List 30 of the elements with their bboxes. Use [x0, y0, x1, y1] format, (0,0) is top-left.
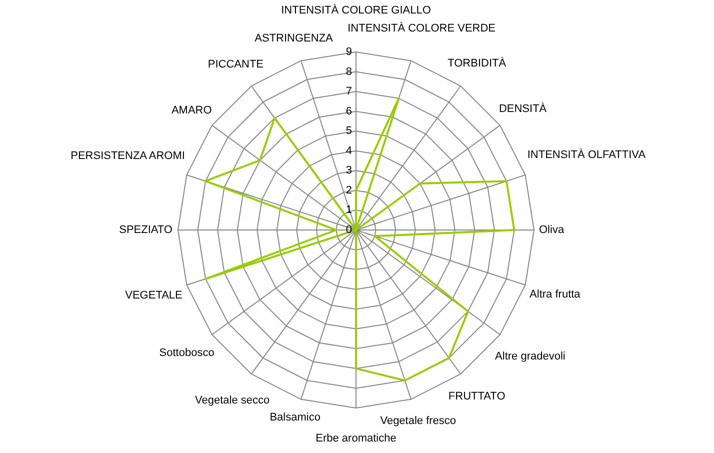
spoke-label: Oliva: [539, 224, 565, 236]
y-tick-label: 6: [346, 105, 352, 118]
y-tick-label: 7: [346, 86, 352, 98]
spoke-label: Balsamico: [270, 411, 320, 424]
spoke-label: DENSITÀ: [498, 102, 548, 115]
spoke-label: INTENSITÀ COLORE GIALLO: [281, 3, 432, 16]
spoke-label: Altra frutta: [530, 288, 582, 301]
y-tick-label: 8: [346, 66, 352, 78]
spoke-label: ASTRINGENZA: [254, 32, 334, 44]
spoke-label: PICCANTE: [208, 58, 264, 70]
spoke-label: AMARO: [171, 104, 212, 117]
spoke-label: PERSISTENZA AROMI: [70, 150, 185, 162]
spoke-label: INTENSITÀ OLFATTIVA: [527, 148, 646, 162]
y-tick-label: 1: [346, 204, 352, 216]
spoke-label: Erbe aromatiche: [316, 432, 396, 445]
spoke-label: Altre gradevoli: [495, 350, 566, 363]
y-tick-label: 9: [346, 46, 352, 58]
spoke-label: TORBIDITÀ: [448, 56, 507, 70]
spoke-label: SPEZIATO: [119, 224, 173, 236]
y-tick-label: 3: [346, 164, 352, 177]
y-tick-label: 2: [346, 184, 352, 196]
y-tick-label: 0: [346, 224, 352, 236]
spoke-label: FRUTTATO: [448, 390, 506, 402]
y-tick-label: 5: [346, 125, 352, 138]
spoke-label: Sottobosco: [159, 346, 214, 359]
spoke-label: Vegetale secco: [194, 394, 270, 406]
spoke-label: VEGETALE: [125, 290, 182, 302]
y-tick-label: 4: [346, 144, 352, 157]
spoke-label: Vegetale fresco: [380, 415, 456, 428]
spoke-label: INTENSITÀ COLORE VERDE: [348, 21, 496, 34]
